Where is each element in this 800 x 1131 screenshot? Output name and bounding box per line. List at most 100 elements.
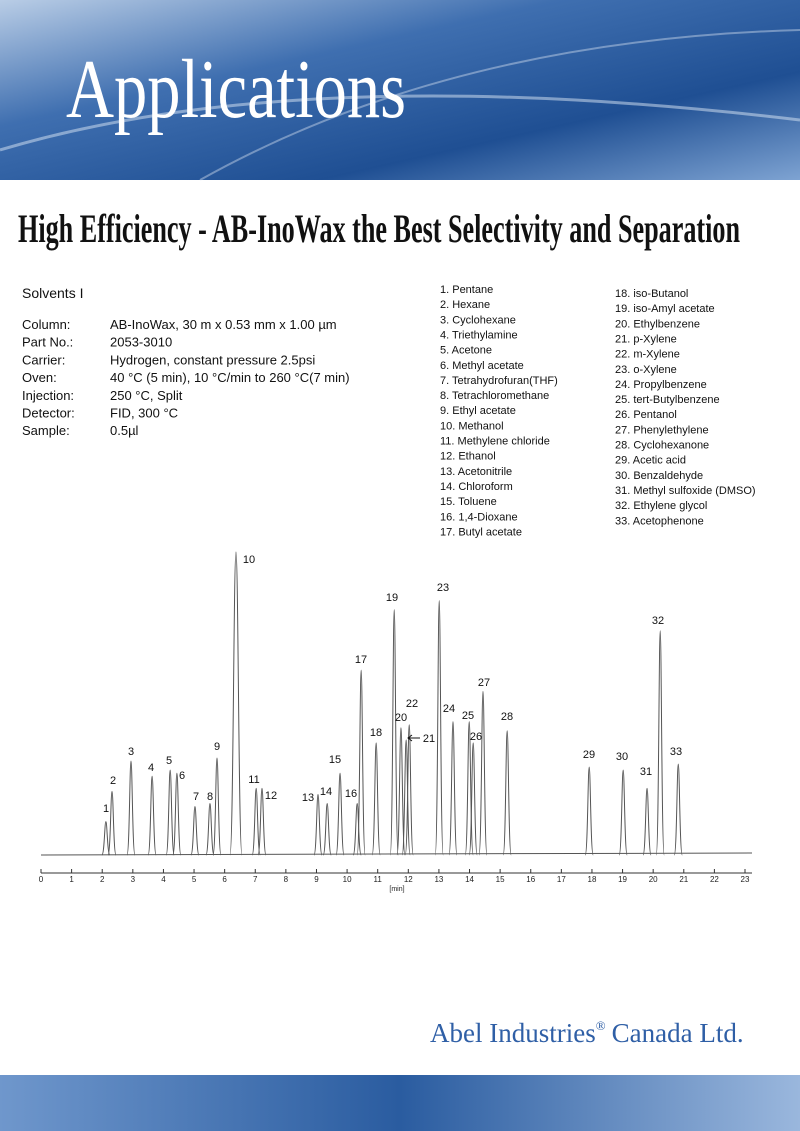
conditions: Column: AB-InoWax, 30 m x 0.53 mm x 1.00 … (22, 317, 350, 438)
peak (101, 821, 111, 856)
peak-label: 13 (302, 792, 314, 804)
peak (401, 739, 411, 856)
baseline (40, 852, 753, 856)
compound: 12. Ethanol (440, 451, 496, 463)
peak-label: 18 (370, 727, 382, 739)
x-tick-label: 20 (649, 875, 658, 884)
x-tick-label: 16 (526, 875, 535, 884)
condition-label: Detector: (22, 406, 75, 421)
compound: 22. m-Xylene (615, 349, 680, 361)
peak (107, 790, 117, 856)
condition-value: Hydrogen, constant pressure 2.5psi (110, 352, 315, 367)
compound: 25. tert-Butylbenzene (615, 394, 720, 406)
peak (251, 787, 261, 856)
compound: 24. Propylbenzene (615, 379, 707, 391)
peak-label: 22 (406, 698, 418, 710)
peak (389, 609, 399, 856)
page-title: High Efficiency - AB-InoWax the Best Sel… (18, 206, 740, 251)
peak (478, 690, 488, 856)
peak (147, 775, 157, 856)
peak (673, 763, 683, 856)
peak-label: 31 (640, 766, 652, 778)
peak-label: 16 (345, 788, 357, 800)
compound: 19. iso-Amyl acetate (615, 303, 715, 315)
footer-banner (0, 1075, 800, 1131)
compound: 16. 1,4-Dioxane (440, 511, 518, 523)
company: Abel Industries (430, 1018, 596, 1048)
peak-label: 20 (395, 712, 407, 724)
x-tick-label: 0 (39, 875, 44, 884)
peak-label: 19 (386, 592, 398, 604)
condition-label: Sample: (22, 423, 70, 438)
peak (356, 669, 366, 856)
x-tick-label: 10 (343, 875, 352, 884)
peak (584, 766, 594, 856)
x-tick-label: 4 (161, 875, 166, 884)
condition-value: 0.5µl (110, 423, 139, 438)
peak (468, 742, 478, 856)
peak-label: 14 (320, 786, 332, 798)
compound: 23. o-Xylene (615, 364, 677, 376)
peak-label: 9 (214, 741, 220, 753)
peak-label: 6 (179, 770, 185, 782)
compound: 4. Triethylamine (440, 329, 518, 341)
condition-label: Column: (22, 317, 70, 332)
peak-label: 3 (128, 746, 134, 758)
peak-label: 1 (103, 803, 109, 815)
compound: 27. Phenylethylene (615, 424, 709, 436)
condition-value: AB-InoWax, 30 m x 0.53 mm x 1.00 µm (110, 317, 337, 332)
compound: 5. Acetone (440, 345, 492, 357)
compound: 3. Cyclohexane (440, 314, 516, 326)
peak (190, 806, 200, 856)
condition-value: 250 °C, Split (110, 388, 183, 403)
peak (172, 772, 182, 856)
header-title: Applications (66, 43, 406, 136)
peak (212, 757, 222, 856)
compound: 1. Pentane (440, 284, 493, 296)
peak (434, 599, 444, 856)
x-tick-label: 22 (710, 875, 719, 884)
peak-label: 30 (616, 751, 628, 763)
company-suffix: Canada Ltd. (612, 1018, 744, 1048)
compound: 15. Toluene (440, 496, 497, 508)
x-tick-label: 2 (100, 875, 105, 884)
peak-label: 33 (670, 746, 682, 758)
condition-label: Injection: (22, 388, 74, 403)
x-tick-label: 21 (679, 875, 688, 884)
label-arrow (407, 734, 420, 742)
peak-label: 17 (355, 654, 367, 666)
peak-label: 23 (437, 582, 449, 594)
x-tick-label: 23 (741, 875, 750, 884)
compound: 32. Ethylene glycol (615, 500, 707, 512)
peak-label: 8 (207, 791, 213, 803)
peak-label: 7 (193, 791, 199, 803)
x-tick-label: 9 (314, 875, 319, 884)
x-tick-label: 19 (618, 875, 627, 884)
compound: 2. Hexane (440, 299, 490, 311)
compound: 33. Acetophenone (615, 515, 704, 527)
peak-label: 25 (462, 710, 474, 722)
condition-label: Oven: (22, 370, 57, 385)
compound: 30. Benzaldehyde (615, 470, 703, 482)
peak-label: 11 (248, 774, 259, 786)
peak-label: 4 (148, 762, 154, 774)
compound: 8. Tetrachloromethane (440, 390, 549, 402)
peak-label: 5 (166, 755, 172, 767)
compound: 20. Ethylbenzene (615, 318, 700, 330)
peak-label: 24 (443, 703, 455, 715)
x-tick-label: 17 (557, 875, 566, 884)
peak-label: 12 (265, 790, 277, 802)
peak-label: 27 (478, 677, 490, 689)
peak-label: 26 (470, 731, 482, 743)
x-tick-label: 8 (284, 875, 289, 884)
compound: 26. Pentanol (615, 409, 677, 421)
peak (322, 802, 332, 856)
peak (502, 730, 512, 856)
peak (313, 793, 323, 856)
x-tick-label: 15 (496, 875, 505, 884)
peak (448, 721, 458, 856)
x-tick-label: 5 (192, 875, 197, 884)
compound: 10. Methanol (440, 420, 504, 432)
compound: 17. Butyl acetate (440, 526, 522, 538)
